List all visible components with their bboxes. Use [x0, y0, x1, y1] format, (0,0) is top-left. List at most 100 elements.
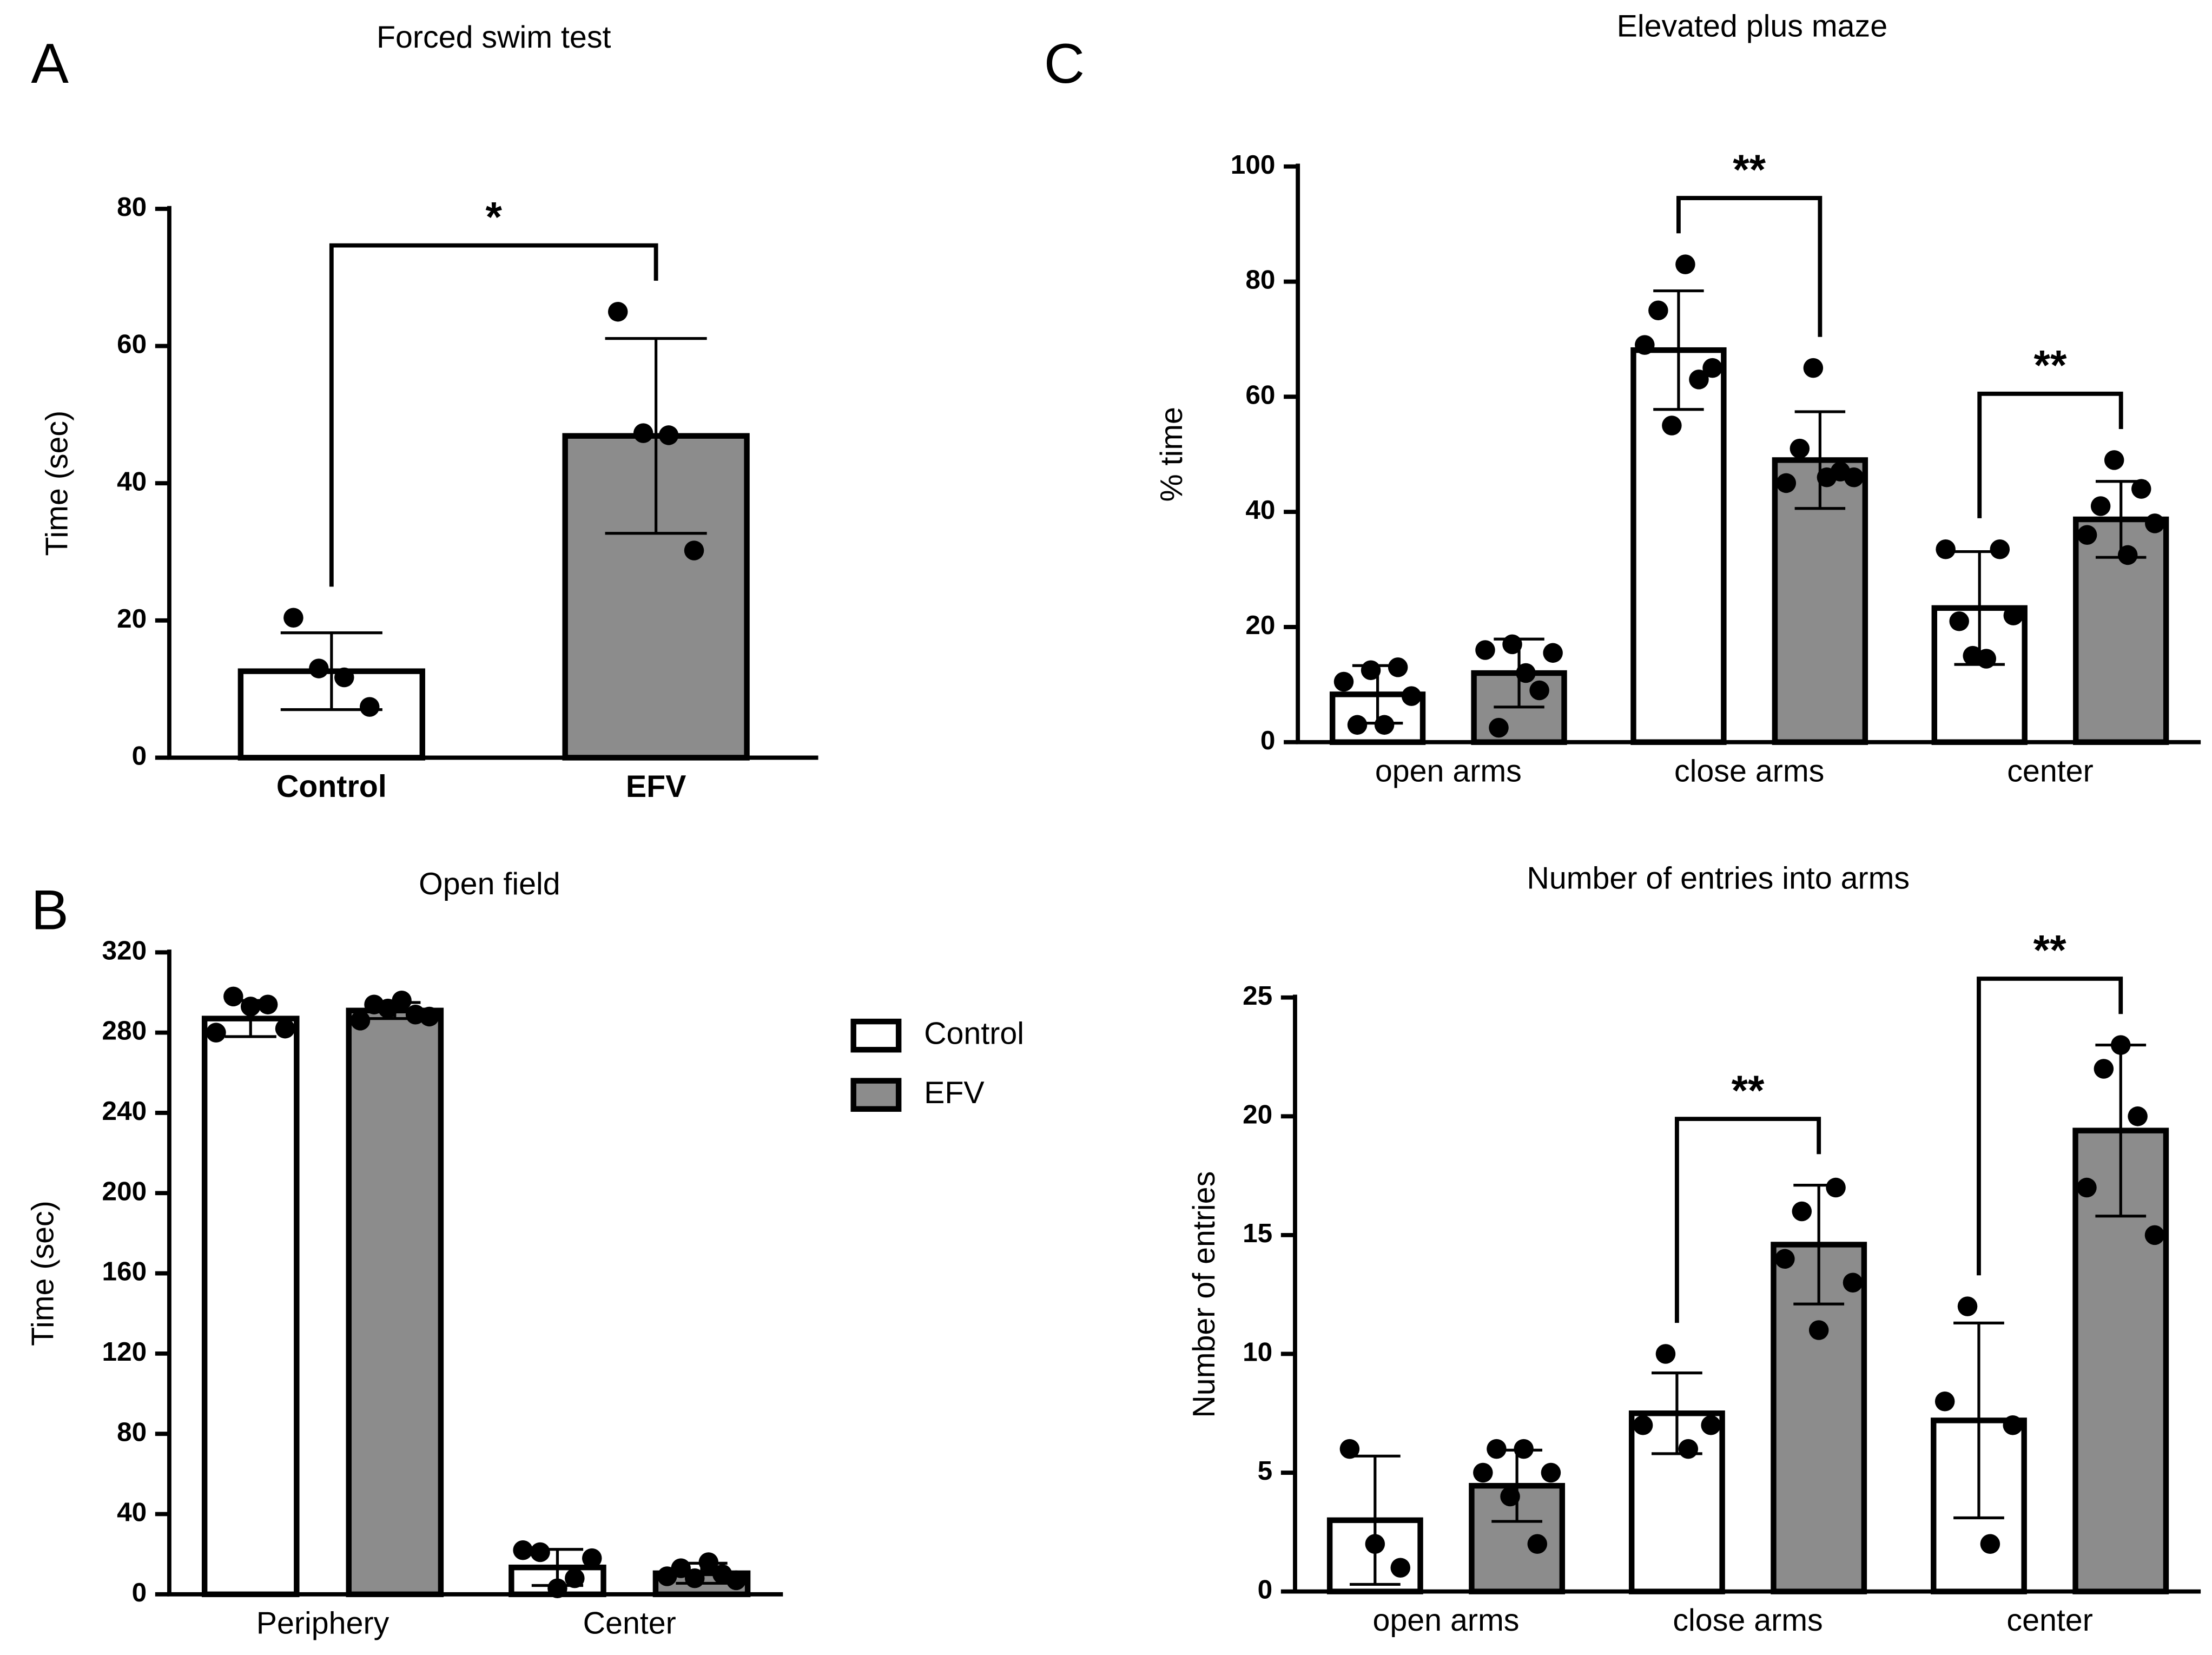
data-point: [1803, 358, 1824, 378]
y-tick-label: 40: [117, 466, 147, 496]
data-point: [1934, 1392, 1955, 1412]
data-point: [1374, 715, 1395, 735]
panel-label: A: [31, 32, 69, 95]
legend-swatch: [850, 1078, 902, 1112]
data-point: [1776, 473, 1797, 493]
data-point: [1976, 649, 1997, 669]
significance-label: **: [1733, 146, 1766, 193]
y-tick-label: 160: [102, 1257, 147, 1287]
data-point: [1541, 1462, 1561, 1483]
data-point: [1790, 438, 1810, 459]
bar: [346, 1007, 444, 1598]
significance-label: **: [2033, 926, 2066, 974]
data-point: [2094, 1059, 2114, 1079]
y-tick-label: 0: [132, 741, 147, 771]
y-tick-label: 20: [117, 604, 147, 634]
legend-label: EFV: [924, 1076, 985, 1110]
data-point: [726, 1570, 747, 1591]
data-point: [1655, 1344, 1676, 1364]
data-point: [565, 1568, 585, 1588]
y-tick-label: 60: [117, 329, 147, 359]
y-axis-label: Number of entries: [1187, 1171, 1221, 1418]
chart-title: Elevated plus maze: [1617, 9, 1888, 43]
data-point: [2077, 525, 2097, 545]
error-bar: [1953, 1321, 2004, 1520]
y-tick-label: 0: [132, 1578, 147, 1607]
y-axis-label: % time: [1154, 407, 1189, 502]
y-tick-label: 10: [1243, 1337, 1272, 1367]
panel-label: C: [1044, 32, 1085, 95]
data-point: [1388, 657, 1408, 677]
chart-title: Open field: [419, 867, 560, 901]
data-point: [1844, 467, 1864, 487]
y-tick-label: 40: [1245, 495, 1275, 525]
data-point: [1980, 1534, 2000, 1554]
data-point: [1333, 671, 1354, 692]
y-tick-label: 80: [117, 1417, 147, 1447]
data-point: [1990, 539, 2010, 559]
data-point: [684, 1568, 705, 1588]
data-point: [359, 697, 380, 717]
x-tick-label: Center: [583, 1606, 676, 1640]
data-point: [1390, 1558, 1411, 1578]
data-point: [1675, 254, 1695, 274]
data-point: [206, 1023, 226, 1043]
data-point: [1543, 643, 1563, 663]
data-point: [530, 1542, 550, 1562]
significance-bracket: [1674, 1117, 1821, 1323]
significance-bracket: [1676, 196, 1823, 337]
y-axis-label: Time (sec): [40, 411, 75, 556]
significance-label: **: [2034, 341, 2067, 389]
data-point: [1702, 358, 1722, 378]
y-tick-label: 80: [117, 192, 147, 222]
y-tick-label: 240: [102, 1096, 147, 1126]
data-point: [257, 994, 278, 1014]
data-point: [513, 1540, 533, 1560]
data-point: [1475, 640, 1495, 660]
y-tick-label: 20: [1243, 1099, 1272, 1129]
y-tick-label: 60: [1245, 380, 1275, 410]
data-point: [1347, 715, 1368, 735]
data-point: [1648, 300, 1668, 321]
y-tick-label: 80: [1245, 265, 1275, 295]
x-tick-label: close arms: [1674, 754, 1824, 788]
x-tick-label: open arms: [1375, 754, 1522, 788]
data-point: [1529, 680, 1549, 701]
data-point: [1843, 1272, 1863, 1293]
x-tick-label: center: [2007, 754, 2093, 788]
data-point: [658, 425, 679, 445]
data-point: [1487, 1439, 1507, 1459]
significance-bracket: [1977, 977, 2123, 1276]
data-point: [1339, 1439, 1360, 1459]
data-point: [2145, 513, 2165, 533]
data-point: [698, 1552, 719, 1572]
x-tick-label: EFV: [626, 769, 686, 804]
data-point: [350, 1011, 371, 1031]
x-tick-label: open arms: [1372, 1603, 1519, 1638]
data-point: [1361, 660, 1381, 680]
data-point: [2117, 545, 2138, 565]
data-point: [1826, 1177, 1846, 1198]
chart-title: Number of entries into arms: [1527, 861, 1910, 895]
y-tick-label: 0: [1258, 1575, 1273, 1605]
data-point: [1527, 1534, 1548, 1554]
y-tick-label: 40: [117, 1498, 147, 1527]
data-point: [2128, 1106, 2148, 1126]
legend-swatch: [850, 1018, 902, 1053]
data-point: [1662, 416, 1682, 436]
y-tick-label: 15: [1243, 1218, 1272, 1248]
data-point: [1473, 1462, 1493, 1483]
data-point: [1500, 1486, 1520, 1507]
data-point: [2003, 1415, 2023, 1435]
bar: [201, 1016, 300, 1598]
data-point: [1949, 611, 1969, 631]
data-point: [608, 301, 628, 322]
y-tick-label: 20: [1245, 610, 1275, 640]
y-tick-label: 200: [102, 1176, 147, 1206]
data-point: [582, 1548, 602, 1568]
data-point: [392, 991, 412, 1011]
data-point: [1635, 335, 1655, 355]
significance-label: **: [1732, 1066, 1765, 1114]
data-point: [1808, 1320, 1829, 1340]
